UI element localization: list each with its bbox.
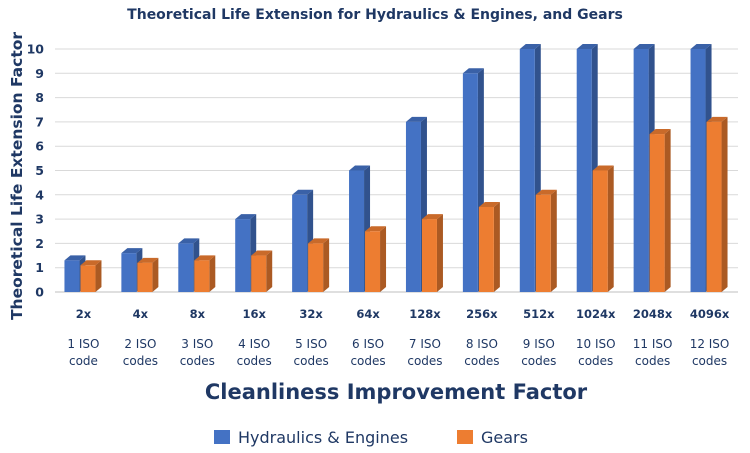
bar-gears — [194, 255, 216, 292]
y-axis-ticks: 0 1 2 3 4 5 6 7 8 9 10 — [27, 42, 45, 300]
x-tick-label: 1024x — [576, 307, 616, 321]
bar-gears — [137, 257, 159, 292]
x-tick-label: 16x — [242, 307, 266, 321]
y-tick-label: 1 — [35, 260, 44, 275]
y-tick-label: 8 — [35, 90, 44, 105]
iso-code-label: 9 ISO — [523, 337, 555, 351]
x-tick-label: 4096x — [690, 307, 730, 321]
iso-code-label: 7 ISO — [409, 337, 441, 351]
y-tick-label: 9 — [35, 66, 44, 81]
y-tick-label: 5 — [35, 163, 44, 178]
iso-code-label: 6 ISO — [352, 337, 384, 351]
iso-code-label: codes — [294, 354, 329, 368]
y-tick-label: 0 — [35, 285, 44, 300]
bar-gears — [706, 116, 728, 293]
x-tick-label: 128x — [409, 307, 441, 321]
iso-code-label: 5 ISO — [295, 337, 327, 351]
grid — [55, 48, 738, 293]
x-tick-label: 2x — [76, 307, 92, 321]
iso-code-label: codes — [350, 354, 385, 368]
x-tick-label: 2048x — [633, 307, 673, 321]
y-tick-label: 2 — [35, 236, 44, 251]
iso-code-label: codes — [578, 354, 613, 368]
bar-gears — [308, 238, 330, 292]
legend-swatch-hydraulics — [214, 430, 230, 444]
y-tick-label: 4 — [35, 187, 44, 202]
iso-code-label: 8 ISO — [466, 337, 498, 351]
iso-code-label: 3 ISO — [181, 337, 213, 351]
iso-code-label: codes — [521, 354, 556, 368]
x-tick-label: 8x — [190, 307, 206, 321]
iso-code-label: 11 ISO — [633, 337, 673, 351]
x-tick-label: 4x — [133, 307, 149, 321]
bar-gears — [80, 260, 102, 292]
x-tick-label: 256x — [466, 307, 498, 321]
x-axis-categories: 2x 1 ISO code 4x 2 ISO codes 8x 3 ISO codes 16x 4 … — [67, 307, 729, 368]
iso-code-label: codes — [635, 354, 670, 368]
iso-code-label: 10 ISO — [576, 337, 616, 351]
y-tick-label: 7 — [35, 114, 44, 129]
iso-code-label: code — [69, 354, 98, 368]
x-tick-label: 512x — [523, 307, 555, 321]
bar-gears — [649, 129, 671, 292]
x-tick-label: 64x — [356, 307, 380, 321]
y-axis-title: Theoretical Life Extension Factor — [8, 32, 26, 320]
iso-code-label: 1 ISO — [67, 337, 99, 351]
x-axis-title: Cleanliness Improvement Factor — [205, 380, 588, 404]
legend-label-hydraulics: Hydraulics & Engines — [238, 428, 408, 447]
iso-code-label: 2 ISO — [124, 337, 156, 351]
y-tick-label: 10 — [27, 42, 45, 57]
legend-swatch-gears — [457, 430, 473, 444]
legend-label-gears: Gears — [481, 428, 528, 447]
y-tick-label: 6 — [35, 139, 44, 154]
bar-gears — [592, 165, 614, 292]
iso-code-label: 4 ISO — [238, 337, 270, 351]
bar-gears — [421, 214, 443, 292]
bar-gears — [535, 189, 557, 292]
iso-code-label: codes — [237, 354, 272, 368]
bars — [64, 44, 728, 293]
iso-code-label: codes — [123, 354, 158, 368]
iso-code-label: codes — [180, 354, 215, 368]
x-tick-label: 32x — [299, 307, 323, 321]
legend: Hydraulics & Engines Gears — [214, 428, 528, 447]
iso-code-label: codes — [464, 354, 499, 368]
iso-code-label: codes — [407, 354, 442, 368]
bar-gears — [251, 250, 273, 292]
iso-code-label: codes — [692, 354, 727, 368]
chart-title: Theoretical Life Extension for Hydraulic… — [127, 7, 623, 23]
bar-gears — [478, 201, 500, 292]
bar-gears — [365, 226, 387, 292]
iso-code-label: 12 ISO — [690, 337, 730, 351]
y-tick-label: 3 — [35, 212, 44, 227]
